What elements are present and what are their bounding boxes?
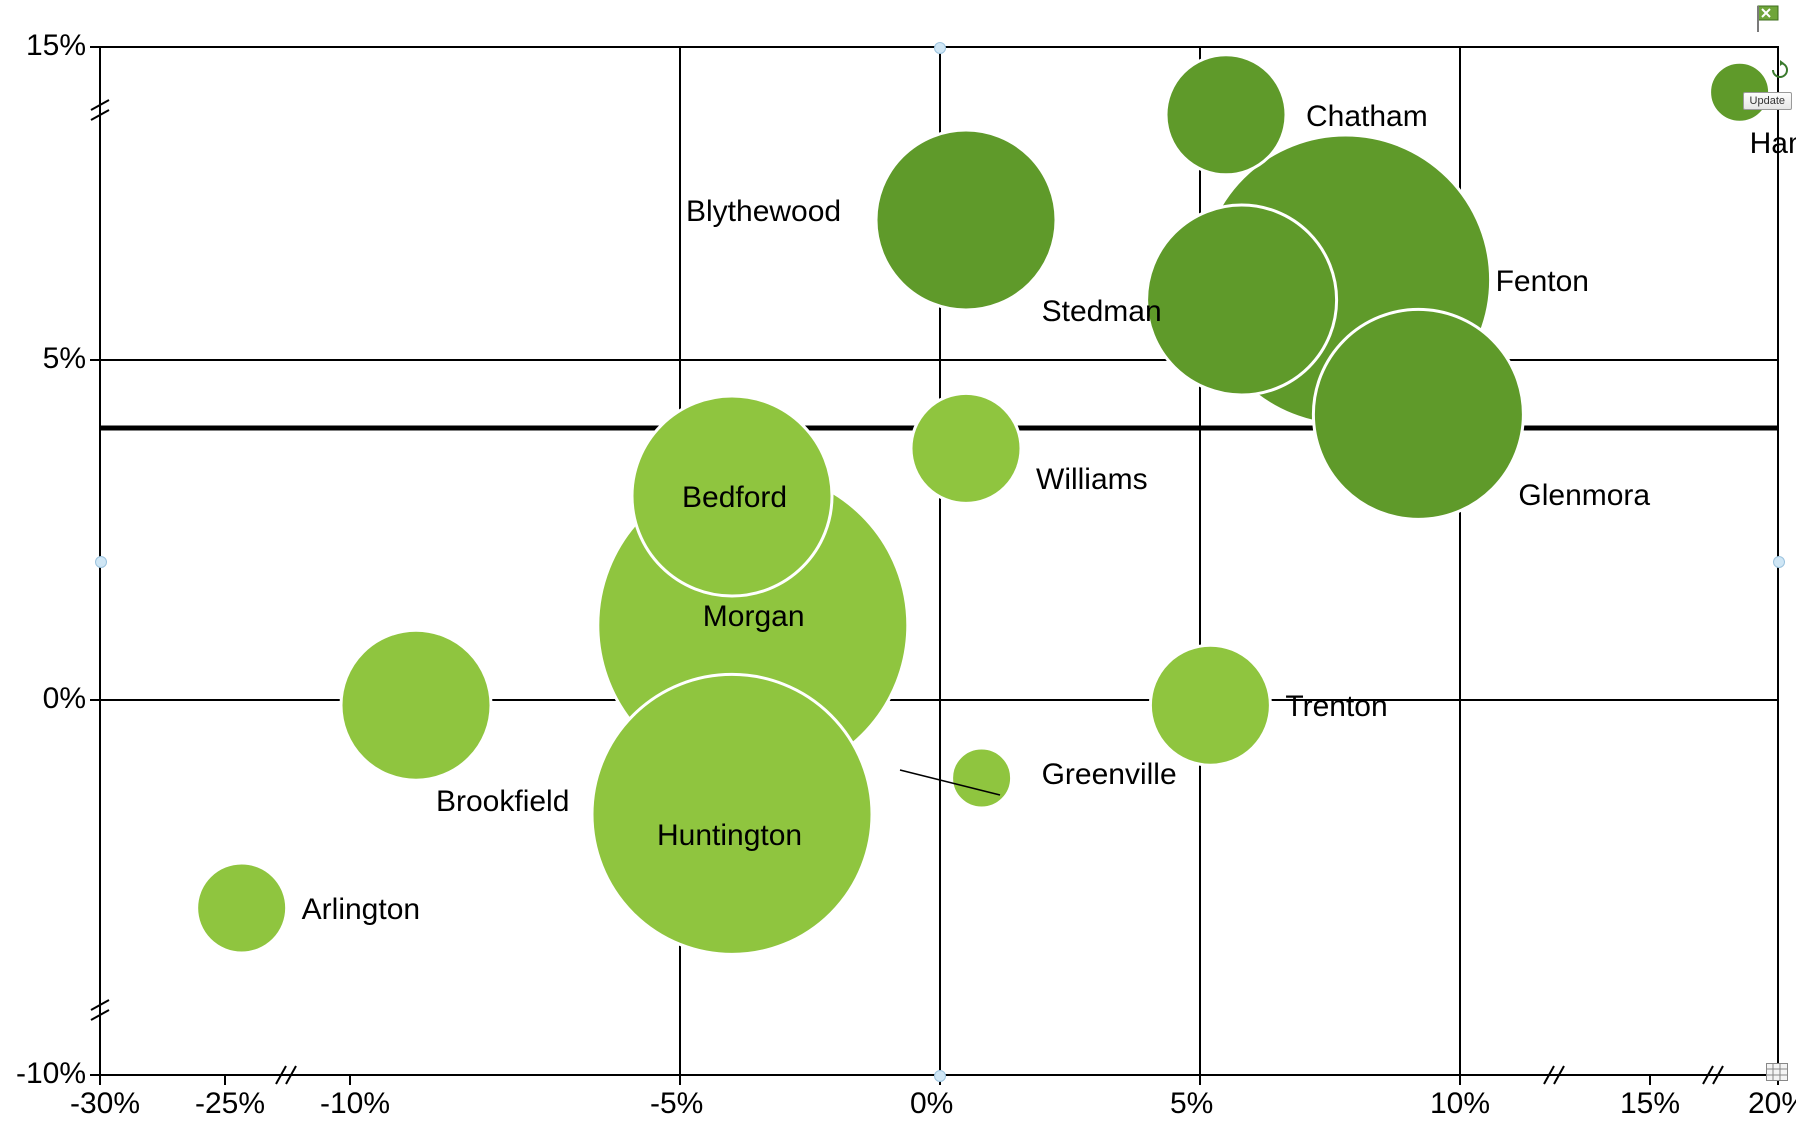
bubble-label-hammond: Hammond [1750, 127, 1796, 161]
x-tick-label: -5% [650, 1087, 703, 1121]
bubble-trenton[interactable] [1150, 645, 1270, 765]
x-tick-label: 15% [1620, 1087, 1680, 1121]
selection-handle[interactable] [1773, 556, 1785, 568]
x-tick-label: 0% [910, 1087, 953, 1121]
bubble-arlington[interactable] [197, 863, 287, 953]
bubble-glenmora[interactable] [1313, 309, 1523, 519]
bubble-label-huntington: Huntington [657, 819, 802, 853]
bubble-label-arlington: Arlington [302, 893, 420, 927]
chart-svg-layer [0, 0, 1796, 1140]
bubble-label-trenton: Trenton [1285, 690, 1387, 724]
x-tick-label: 20% [1748, 1087, 1796, 1121]
refresh-icon[interactable] [1770, 60, 1790, 85]
bubble-label-greenville: Greenville [1042, 758, 1177, 792]
bubble-label-stedman: Stedman [1042, 295, 1162, 329]
bubble-label-chatham: Chatham [1306, 100, 1428, 134]
x-tick-label: 5% [1170, 1087, 1213, 1121]
y-tick-label: 0% [43, 682, 86, 716]
bubble-williams[interactable] [911, 393, 1021, 503]
bubble-huntington[interactable] [592, 674, 872, 954]
bubble-greenville[interactable] [952, 748, 1012, 808]
selection-handle[interactable] [934, 42, 946, 54]
bubble-label-bedford: Bedford [682, 481, 787, 515]
bubble-label-blythewood: Blythewood [686, 195, 841, 229]
y-tick-label: 5% [43, 342, 86, 376]
excel-flag-icon[interactable] [1756, 4, 1790, 39]
bubble-stedman[interactable] [1147, 205, 1337, 395]
bubble-blythewood[interactable] [876, 130, 1056, 310]
y-tick-label: 15% [26, 29, 86, 63]
y-tick-label: -10% [16, 1057, 86, 1091]
x-tick-label: -10% [320, 1087, 390, 1121]
selection-handle[interactable] [934, 1070, 946, 1082]
bubble-chatham[interactable] [1166, 55, 1286, 175]
bubble-brookfield[interactable] [341, 630, 491, 780]
bubble-label-morgan: Morgan [703, 600, 805, 634]
bubble-label-brookfield: Brookfield [436, 785, 569, 819]
selection-handle[interactable] [95, 556, 107, 568]
bubble-label-williams: Williams [1036, 463, 1148, 497]
bubble-chart: -30% -25% -10% -5% 0% 5% 10% 15% 20% 15% 5% 0% -10% M… [0, 0, 1796, 1140]
bubble-label-fenton: Fenton [1496, 265, 1589, 299]
x-tick-label: 10% [1430, 1087, 1490, 1121]
x-tick-label: -30% [70, 1087, 140, 1121]
x-tick-label: -25% [195, 1087, 265, 1121]
bubble-label-glenmora: Glenmora [1518, 479, 1650, 513]
data-grid-icon[interactable] [1766, 1063, 1788, 1086]
update-button[interactable]: Update [1743, 92, 1792, 110]
